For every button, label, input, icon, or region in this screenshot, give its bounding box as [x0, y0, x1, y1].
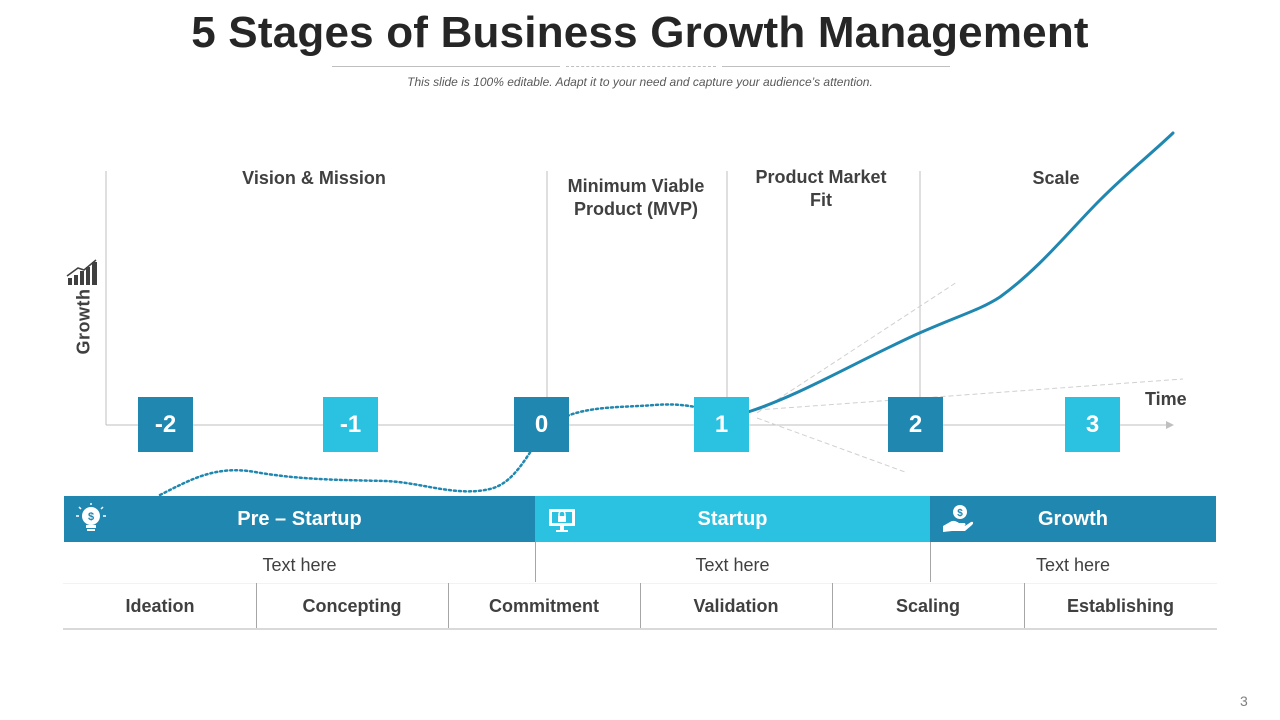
trajectory-up: [756, 281, 958, 414]
step-separator: [448, 583, 449, 629]
svg-text:$: $: [88, 511, 94, 523]
title-rule-center: [566, 66, 716, 67]
stage-marker: 0: [514, 397, 569, 452]
trajectory-flat: [756, 378, 1184, 411]
phase-bar-pre-startup: $ Pre – Startup: [64, 496, 535, 542]
y-axis-label: Growth: [73, 288, 94, 355]
lightbulb-dollar-icon: $: [76, 503, 106, 531]
stage-marker: -2: [138, 397, 193, 452]
x-axis-arrowhead: [1166, 421, 1174, 429]
stage-label-pmf: Product Market Fit: [755, 167, 887, 210]
phase-title: Growth: [1038, 507, 1108, 530]
page-number: 3: [1240, 693, 1248, 709]
title-rule-right: [722, 66, 950, 67]
growth-bars-icon: [66, 259, 97, 285]
phase-separator: [930, 542, 931, 582]
stage-label-scale: Scale: [1032, 168, 1080, 188]
stage-marker: 1: [694, 397, 749, 452]
phase-title: Pre – Startup: [237, 507, 362, 530]
step-separator: [1024, 583, 1025, 629]
stage-label-mvp: Minimum Viable Product (MVP): [567, 176, 705, 219]
stage-label-vision: Vision & Mission: [242, 168, 386, 188]
svg-text:$: $: [957, 508, 963, 519]
phase-description: Text here: [1035, 555, 1111, 575]
step-cell: Establishing: [1066, 595, 1174, 616]
hand-dollar-icon: $: [943, 505, 974, 532]
title-rule-left: [332, 66, 560, 67]
stage-marker: 2: [888, 397, 943, 452]
phase-title: Startup: [697, 507, 768, 530]
growth-curve-scale: [746, 131, 1175, 414]
phase-description: Text here: [695, 555, 770, 575]
x-axis-label: Time: [1145, 389, 1187, 409]
trajectory-down: [756, 417, 906, 473]
step-cell: Commitment: [488, 595, 599, 616]
slide-title: 5 Stages of Business Growth Management: [191, 8, 1089, 57]
slide-subtitle: This slide is 100% editable. Adapt it to…: [407, 75, 873, 89]
stage-marker: 3: [1065, 397, 1120, 452]
phase-bar-growth: $ Growth: [930, 496, 1216, 542]
step-cell: Ideation: [125, 595, 195, 616]
steps-bottom-rule: [63, 628, 1217, 630]
step-separator: [640, 583, 641, 629]
step-cell: Validation: [693, 595, 779, 616]
step-separator: [256, 583, 257, 629]
step-separator: [832, 583, 833, 629]
stage-marker: -1: [323, 397, 378, 452]
phase-separator: [535, 542, 536, 582]
step-cell: Scaling: [895, 595, 961, 616]
growth-curve-early: [158, 403, 707, 497]
step-cell: Concepting: [302, 595, 402, 616]
monitor-lock-icon: [549, 509, 575, 532]
phase-bar-startup: Startup: [535, 496, 930, 542]
phase-description: Text here: [262, 555, 337, 575]
